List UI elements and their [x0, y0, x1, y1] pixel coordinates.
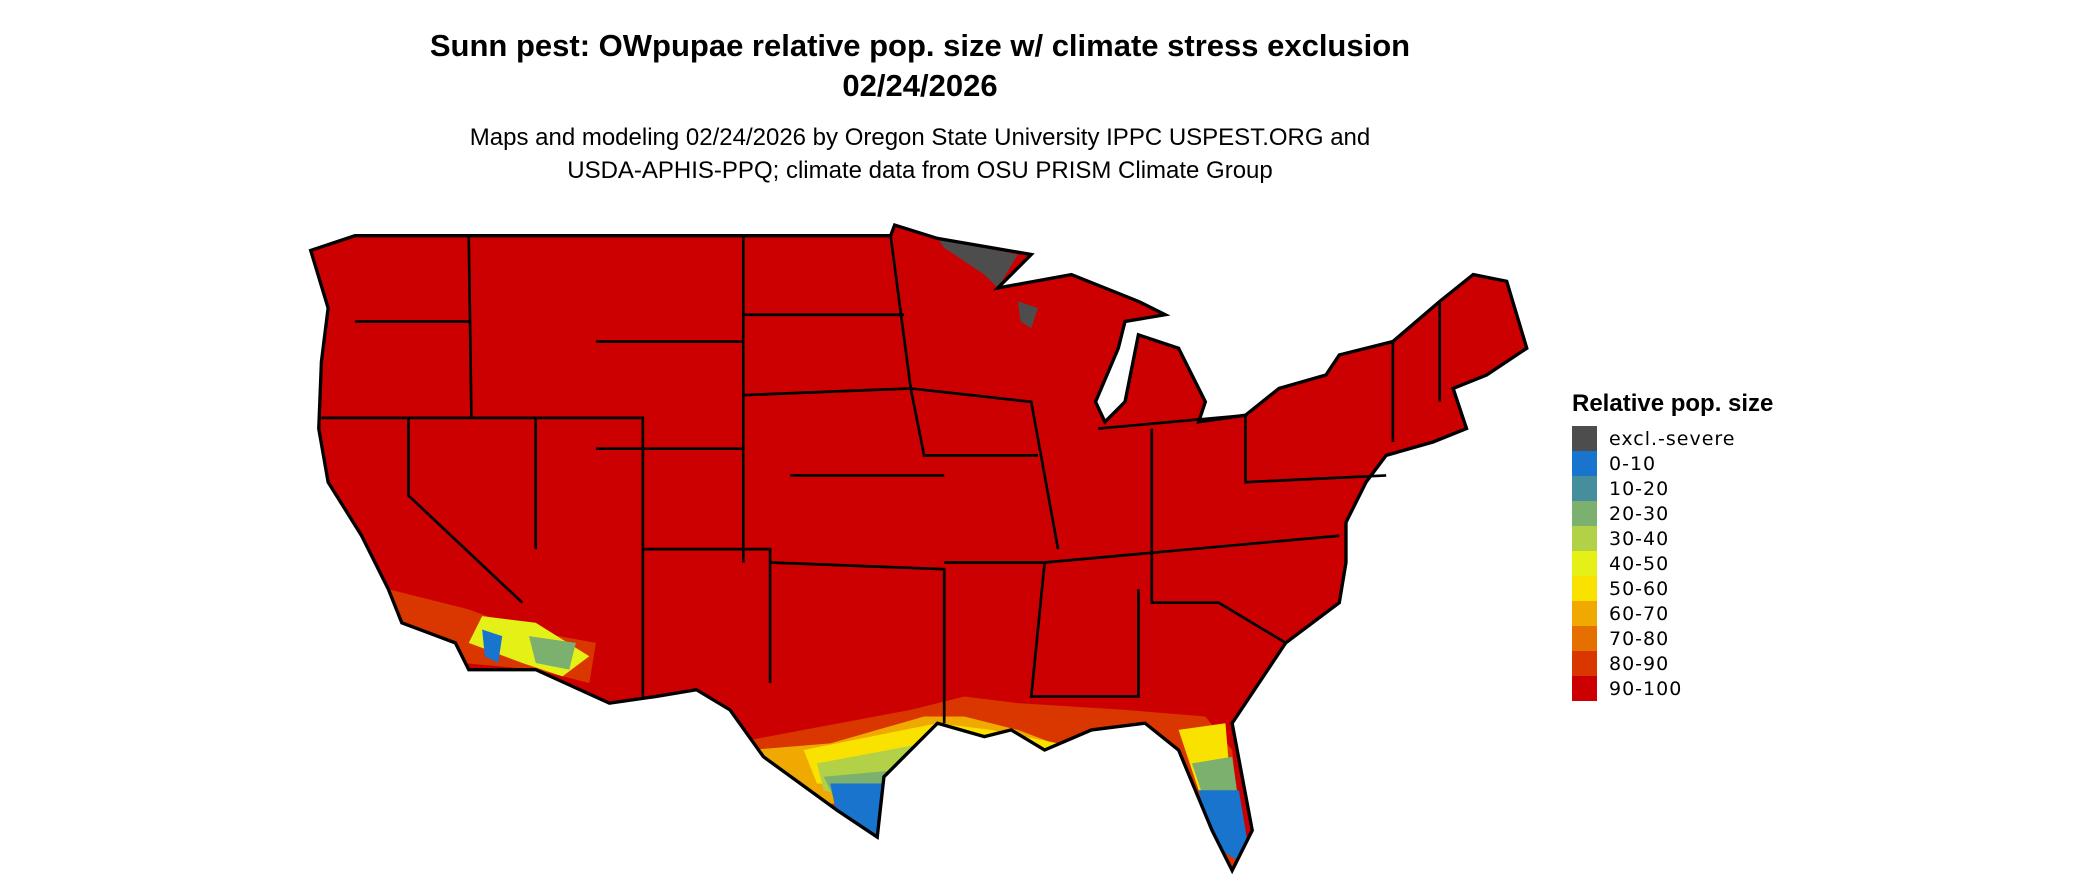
- legend-label: 10-20: [1609, 477, 1670, 500]
- legend-swatch: [1572, 501, 1597, 526]
- legend-item: 50-60: [1572, 576, 1773, 601]
- legend-label: 40-50: [1609, 552, 1670, 575]
- legend-swatch: [1572, 651, 1597, 676]
- legend-swatch: [1572, 451, 1597, 476]
- legend-swatch: [1572, 601, 1597, 626]
- legend-item: 10-20: [1572, 476, 1773, 501]
- legend-label: 50-60: [1609, 577, 1670, 600]
- legend-item: 40-50: [1572, 551, 1773, 576]
- legend-label: 70-80: [1609, 627, 1670, 650]
- legend-item: excl.-severe: [1572, 426, 1773, 451]
- legend-swatch: [1572, 426, 1597, 451]
- excluded-area: [937, 238, 1018, 288]
- map-date: 02/24/2026: [842, 68, 998, 103]
- legend-swatch: [1572, 476, 1597, 501]
- state-borders: [321, 235, 1442, 724]
- legend-label: 20-30: [1609, 502, 1670, 525]
- legend-label: 80-90: [1609, 652, 1670, 675]
- legend-item: 60-70: [1572, 601, 1773, 626]
- legend-item: 90-100: [1572, 676, 1773, 701]
- legend-item: 80-90: [1572, 651, 1773, 676]
- legend-label: 30-40: [1609, 527, 1670, 550]
- legend-label: 90-100: [1609, 677, 1683, 700]
- legend-label: 0-10: [1609, 452, 1657, 475]
- legend-swatch: [1572, 626, 1597, 651]
- legend-swatch: [1572, 551, 1597, 576]
- legend: Relative pop. size excl.-severe 0-10 10-20…: [1572, 390, 1773, 701]
- legend-label: excl.-severe: [1609, 427, 1736, 450]
- legend-item: 20-30: [1572, 501, 1773, 526]
- subtitle-line2: USDA-APHIS-PPQ; climate data from OSU PR…: [567, 157, 1273, 184]
- legend-item: 70-80: [1572, 626, 1773, 651]
- legend-title: Relative pop. size: [1572, 390, 1774, 417]
- legend-swatch: [1572, 576, 1597, 601]
- legend-item: 0-10: [1572, 451, 1773, 476]
- excluded-area: [1017, 301, 1038, 329]
- legend-item: 30-40: [1572, 526, 1773, 551]
- legend-swatch: [1572, 526, 1597, 551]
- map-title: Sunn pest: OWpupae relative pop. size w/…: [429, 28, 1411, 63]
- legend-swatch: [1572, 676, 1597, 701]
- subtitle-line1: Maps and modeling 02/24/2026 by Oregon S…: [469, 124, 1371, 151]
- legend-label: 60-70: [1609, 602, 1670, 625]
